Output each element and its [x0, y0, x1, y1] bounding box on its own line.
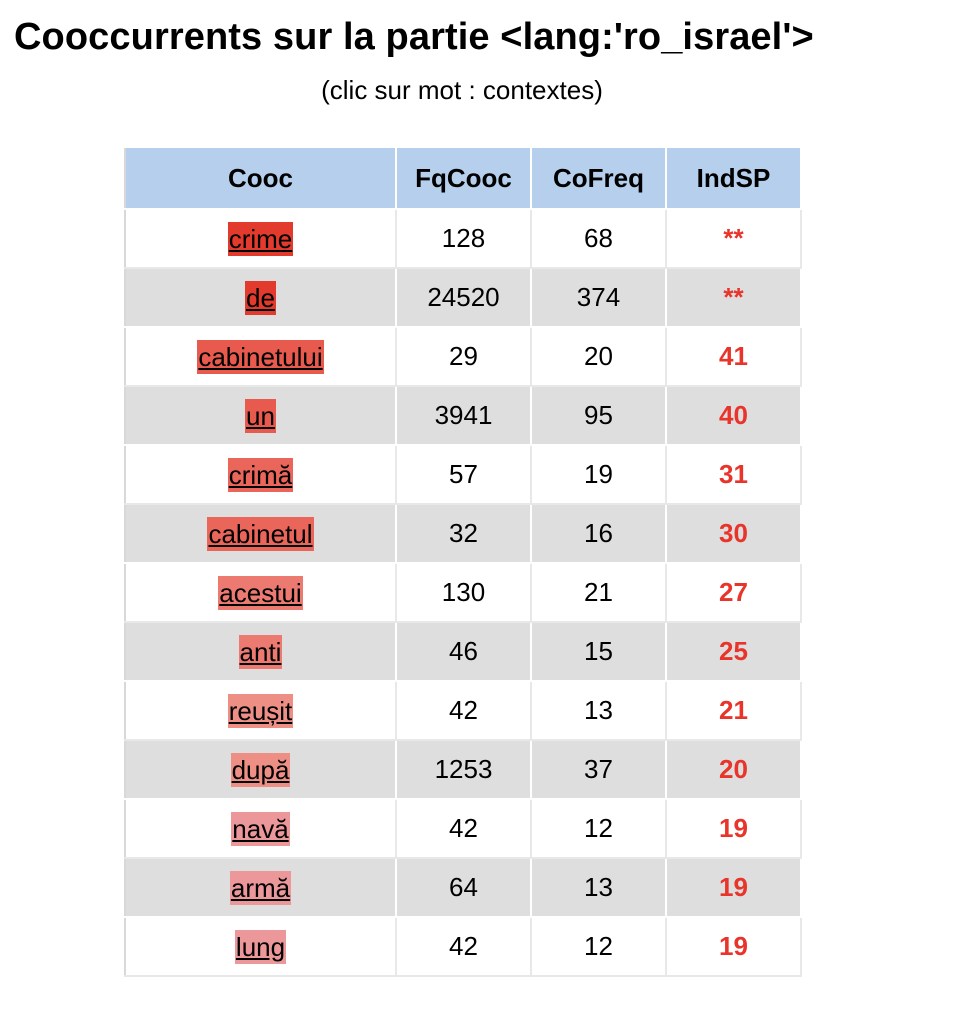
- table-row: de 24520 374 **: [124, 267, 802, 328]
- fqcooc-cell: 42: [395, 916, 532, 977]
- cooc-cell: cabinetul: [124, 503, 397, 564]
- cooc-word-link[interactable]: navă: [231, 811, 290, 846]
- indsp-cell: 30: [665, 503, 802, 564]
- cofreq-cell: 68: [530, 208, 667, 269]
- cooc-word-link[interactable]: acestui: [218, 575, 303, 610]
- indsp-cell: **: [665, 208, 802, 269]
- indsp-cell: 20: [665, 739, 802, 800]
- cooccurrence-table: Cooc FqCooc CoFreq IndSP crime 128 68 ** de 2…: [124, 146, 802, 977]
- fqcooc-cell: 24520: [395, 267, 532, 328]
- cofreq-cell: 16: [530, 503, 667, 564]
- indsp-cell: 41: [665, 326, 802, 387]
- cofreq-cell: 19: [530, 444, 667, 505]
- cofreq-cell: 12: [530, 798, 667, 859]
- cooc-word-link[interactable]: de: [245, 280, 276, 315]
- fqcooc-cell: 29: [395, 326, 532, 387]
- table-row: după 1253 37 20: [124, 739, 802, 800]
- table-header-row: Cooc FqCooc CoFreq IndSP: [124, 146, 802, 210]
- cooc-cell: de: [124, 267, 397, 328]
- cooc-word-link[interactable]: cabinetul: [207, 516, 314, 551]
- fqcooc-cell: 42: [395, 798, 532, 859]
- indsp-cell: 40: [665, 385, 802, 446]
- fqcooc-cell: 57: [395, 444, 532, 505]
- table-row: acestui 130 21 27: [124, 562, 802, 623]
- indsp-cell: 19: [665, 857, 802, 918]
- page-title: Cooccurrents sur la partie <lang:'ro_isr…: [14, 16, 814, 58]
- table-row: armă 64 13 19: [124, 857, 802, 918]
- indsp-cell: 19: [665, 798, 802, 859]
- table-row: reușit 42 13 21: [124, 680, 802, 741]
- cooc-word-link[interactable]: cabinetului: [197, 339, 324, 374]
- cooc-word-link[interactable]: lung: [234, 929, 287, 964]
- table-row: navă 42 12 19: [124, 798, 802, 859]
- column-header-cooc: Cooc: [124, 146, 397, 210]
- cooc-cell: un: [124, 385, 397, 446]
- cooc-word-link[interactable]: crime: [227, 221, 294, 256]
- indsp-cell: **: [665, 267, 802, 328]
- indsp-cell: 21: [665, 680, 802, 741]
- cooc-cell: lung: [124, 916, 397, 977]
- cooc-cell: acestui: [124, 562, 397, 623]
- cooc-cell: cabinetului: [124, 326, 397, 387]
- cofreq-cell: 374: [530, 267, 667, 328]
- cofreq-cell: 15: [530, 621, 667, 682]
- cooc-cell: reușit: [124, 680, 397, 741]
- fqcooc-cell: 130: [395, 562, 532, 623]
- table-row: cabinetului 29 20 41: [124, 326, 802, 387]
- fqcooc-cell: 1253: [395, 739, 532, 800]
- column-header-indsp: IndSP: [665, 146, 802, 210]
- cooc-word-link[interactable]: anti: [238, 634, 283, 669]
- cofreq-cell: 95: [530, 385, 667, 446]
- cofreq-cell: 21: [530, 562, 667, 623]
- cofreq-cell: 12: [530, 916, 667, 977]
- table-row: un 3941 95 40: [124, 385, 802, 446]
- table-row: crime 128 68 **: [124, 208, 802, 269]
- cooc-cell: armă: [124, 857, 397, 918]
- cooc-cell: crime: [124, 208, 397, 269]
- cofreq-cell: 13: [530, 857, 667, 918]
- cooc-cell: după: [124, 739, 397, 800]
- fqcooc-cell: 64: [395, 857, 532, 918]
- cofreq-cell: 13: [530, 680, 667, 741]
- cooc-word-link[interactable]: crimă: [227, 457, 294, 492]
- cooc-cell: anti: [124, 621, 397, 682]
- indsp-cell: 31: [665, 444, 802, 505]
- cooc-word-link[interactable]: armă: [229, 870, 292, 905]
- fqcooc-cell: 3941: [395, 385, 532, 446]
- table-row: cabinetul 32 16 30: [124, 503, 802, 564]
- fqcooc-cell: 128: [395, 208, 532, 269]
- cooc-cell: navă: [124, 798, 397, 859]
- column-header-cofreq: CoFreq: [530, 146, 667, 210]
- cofreq-cell: 20: [530, 326, 667, 387]
- cooc-word-link[interactable]: după: [230, 752, 291, 787]
- column-header-fqcooc: FqCooc: [395, 146, 532, 210]
- indsp-cell: 27: [665, 562, 802, 623]
- page-subtitle: (clic sur mot : contextes): [321, 75, 603, 105]
- indsp-cell: 25: [665, 621, 802, 682]
- fqcooc-cell: 46: [395, 621, 532, 682]
- table-row: anti 46 15 25: [124, 621, 802, 682]
- indsp-cell: 19: [665, 916, 802, 977]
- fqcooc-cell: 42: [395, 680, 532, 741]
- table-row: lung 42 12 19: [124, 916, 802, 977]
- cooc-word-link[interactable]: un: [245, 398, 276, 433]
- cooc-cell: crimă: [124, 444, 397, 505]
- cooc-word-link[interactable]: reușit: [227, 693, 294, 728]
- fqcooc-cell: 32: [395, 503, 532, 564]
- cofreq-cell: 37: [530, 739, 667, 800]
- table-row: crimă 57 19 31: [124, 444, 802, 505]
